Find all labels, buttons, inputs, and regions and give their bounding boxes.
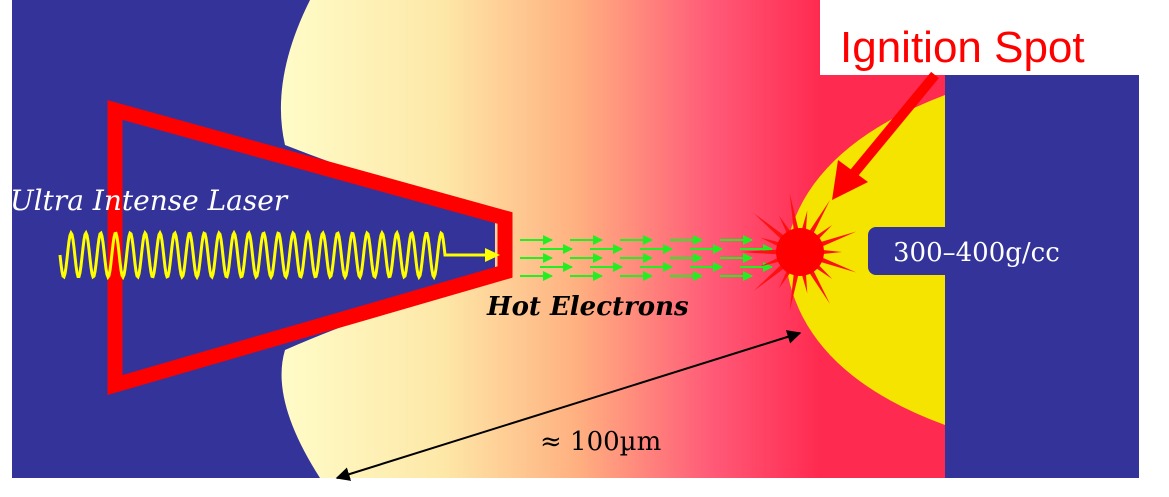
ignition-label: Ignition Spot bbox=[840, 23, 1085, 72]
diagram: Ultra Intense Laser Hot Electrons 300–40… bbox=[0, 0, 1169, 497]
laser-label: Ultra Intense Laser bbox=[10, 184, 289, 217]
distance-label: ≈ 100µm bbox=[540, 427, 661, 457]
density-label: 300–400g/cc bbox=[893, 238, 1060, 268]
electrons-label: Hot Electrons bbox=[486, 292, 689, 322]
burst-core bbox=[776, 228, 824, 276]
